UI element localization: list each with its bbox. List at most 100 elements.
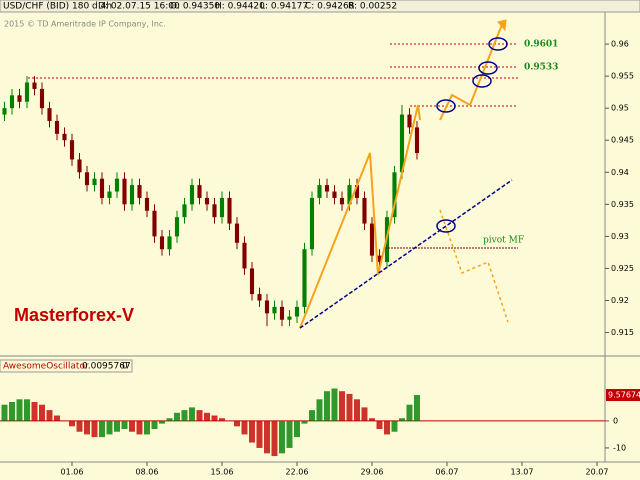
candle-body (212, 204, 217, 218)
y-tick-label: 0.935 (611, 200, 634, 209)
ao-bar (346, 393, 353, 421)
candle-body (242, 242, 247, 269)
candle-body (362, 197, 367, 224)
candle-body (144, 197, 150, 211)
candle-body (197, 185, 202, 198)
ao-bar (301, 420, 308, 424)
ao-bar (398, 418, 405, 421)
ao-bar (98, 420, 105, 438)
candle-body (69, 140, 75, 160)
ao-bar (121, 420, 128, 430)
candle-body (39, 88, 45, 109)
y-tick-label: 0.915 (611, 328, 634, 337)
ao-bar (196, 410, 203, 421)
ao-readout: 0 (122, 362, 128, 372)
high-readout: H: 0.94420 (215, 2, 265, 12)
candle-body (2, 108, 7, 115)
level-label: 0.9533 (524, 63, 558, 73)
wave-line (299, 104, 421, 329)
ao-bar (16, 399, 23, 421)
ao-bar (248, 420, 255, 443)
ao-bar (316, 399, 323, 421)
ao-bar (136, 420, 143, 435)
ao-bar (368, 418, 375, 421)
ao-bar (166, 418, 173, 421)
ao-bar (406, 404, 413, 421)
projection-down (439, 209, 509, 323)
low-readout: L: 0.94177 (260, 2, 308, 12)
ellipse (488, 37, 508, 51)
header-bar (0, 0, 640, 13)
y-tick-label: 0.92 (611, 296, 629, 305)
y-tick-label: 0.925 (611, 264, 634, 273)
candle-body (294, 306, 300, 317)
x-tick-label: 06.07 (436, 468, 459, 477)
candle-body (189, 185, 195, 205)
ao-bar (383, 420, 390, 435)
y-tick-label: 0.96 (611, 40, 629, 49)
candle-body (9, 95, 15, 109)
ao-bar (8, 402, 15, 421)
ao-bar (31, 402, 38, 421)
ao-bar (76, 420, 83, 432)
ao-bar (323, 391, 330, 421)
y-tick-label: 0.93 (611, 232, 629, 241)
ao-title: AwesomeOscillator (3, 362, 89, 372)
last-value-box (606, 389, 640, 402)
candle-body (77, 159, 82, 173)
ao-bar (113, 420, 120, 432)
candle-body (249, 268, 255, 295)
candle-body (287, 316, 292, 320)
candle-body (377, 255, 382, 263)
ao-bar (68, 420, 75, 427)
y-tick-label: 0 (613, 416, 618, 425)
y-tick-label: 0.945 (611, 136, 634, 145)
ao-bar (128, 420, 135, 432)
candle-body (122, 178, 127, 205)
candle-body (174, 217, 180, 237)
ao-bar (331, 388, 338, 421)
candle-body (167, 236, 172, 250)
candle-body (309, 197, 315, 250)
candle-body (369, 223, 375, 256)
candle-body (257, 294, 262, 301)
ao-bar (181, 410, 188, 421)
y-tick-label: -10 (613, 443, 626, 452)
x-tick-label: 29.06 (361, 468, 384, 477)
ao-bar (53, 415, 60, 421)
candle-body (129, 185, 135, 205)
candle-body (47, 108, 52, 121)
x-tick-label: 01.06 (61, 468, 84, 477)
candle-body (114, 178, 120, 192)
ao-header (0, 359, 133, 373)
ellipse (478, 61, 498, 75)
x-tick-label: 20.07 (586, 468, 609, 477)
ao-bar (23, 399, 30, 421)
ao-bar (151, 420, 158, 430)
ao-bar (361, 407, 368, 421)
ao-bar (203, 412, 210, 421)
candle-body (332, 191, 337, 198)
ao-bar (188, 407, 195, 421)
date-readout: D: 02.07.15 16:00 (98, 2, 180, 12)
candle-body (107, 191, 112, 198)
ao-bar (91, 420, 98, 438)
ao-bar (308, 410, 315, 421)
ao-bar (158, 420, 165, 424)
candle-body (234, 223, 240, 243)
ellipse (472, 74, 492, 88)
candles (2, 76, 420, 327)
x-tick-label: 22.06 (286, 468, 309, 477)
y-tick-label: 0.955 (611, 72, 634, 81)
y-tick-label: 0.95 (611, 104, 629, 113)
candle-body (354, 185, 360, 198)
ao-bar (256, 420, 263, 448)
candle-body (339, 197, 345, 205)
candle-body (407, 114, 412, 128)
annotations (28, 19, 518, 329)
candle-body (92, 178, 97, 186)
candle-body (399, 114, 405, 173)
candle-body (302, 249, 307, 307)
ao-bar (293, 420, 300, 438)
trend-line (299, 179, 513, 329)
